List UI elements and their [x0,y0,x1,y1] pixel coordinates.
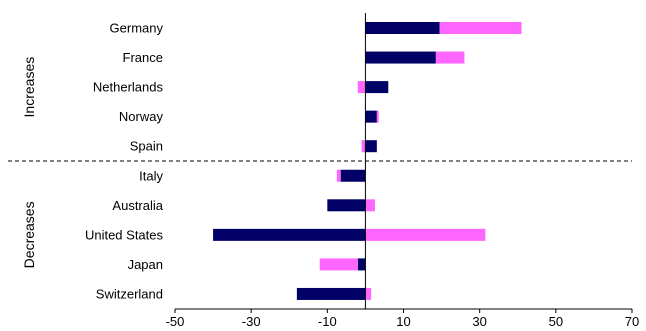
bar-united-states-series-2 [365,228,486,241]
bar-japan-series-2 [319,258,358,271]
bar-norway-series-1 [365,110,377,123]
bar-france-series-1 [365,51,436,64]
x-tick-label: -50 [166,314,185,329]
bar-italy-series-1 [340,169,366,182]
bar-germany-series-1 [365,22,440,34]
category-label: Japan [128,257,163,272]
category-label: France [123,50,163,65]
bar-united-states-series-1 [213,228,366,241]
bar-switzerland-series-1 [296,287,366,300]
bar-australia-series-1 [327,199,366,212]
category-label: Netherlands [93,80,164,95]
x-axis-ticks: -50 -30 -10 10 30 50 70 [166,309,639,329]
bar-spain-series-2 [361,140,366,153]
bar-germany-series-2 [439,22,522,34]
bar-italy-series-2 [336,169,341,182]
bar-japan-series-1 [357,258,366,271]
group-label: Increases [21,57,37,118]
bar-switzerland-series-2 [365,287,372,300]
group-labels: Increases Decreases [21,57,37,269]
category-label: Italy [139,168,163,183]
category-label: Switzerland [96,286,163,301]
category-label: United States [85,227,164,242]
bar-norway-series-2 [376,110,379,123]
x-tick-label: 30 [472,314,486,329]
x-tick-label: -30 [242,314,261,329]
x-tick-label: 70 [625,314,639,329]
bars-layer [213,22,522,300]
bar-netherlands-series-2 [357,81,366,94]
x-tick-label: 10 [396,314,410,329]
category-label: Spain [130,139,163,154]
bar-france-series-2 [435,51,465,64]
x-tick-label: -10 [318,314,337,329]
category-label: Norway [119,109,164,124]
category-label: Germany [110,21,164,36]
bar-spain-series-1 [365,140,377,153]
x-tick-label: 50 [549,314,563,329]
category-labels: Germany France Netherlands Norway Spain Italy… [85,21,164,302]
bar-australia-series-2 [365,199,375,212]
group-label: Decreases [21,201,37,268]
bar-netherlands-series-1 [365,81,389,94]
category-label: Australia [112,198,163,213]
